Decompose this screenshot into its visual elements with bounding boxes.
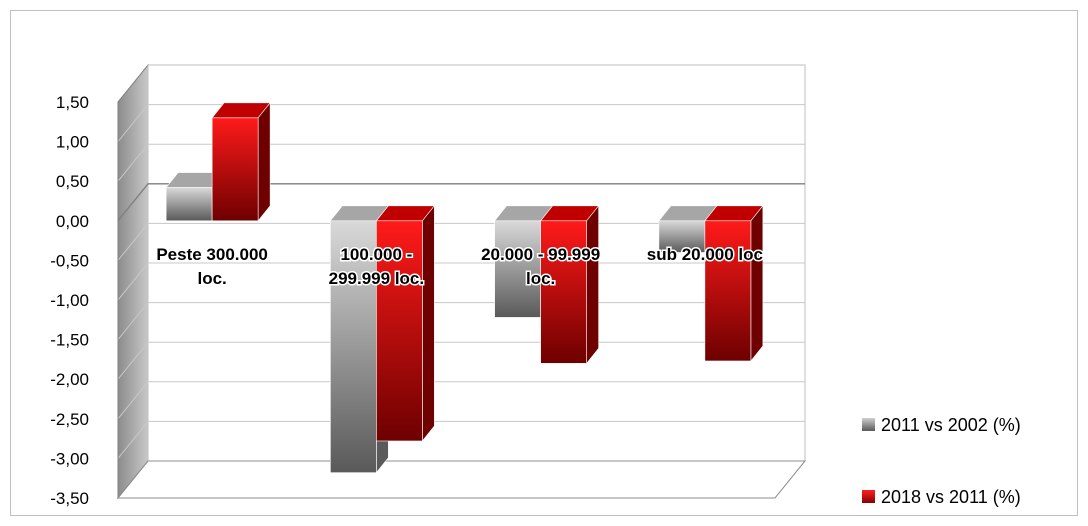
bar (375, 204, 435, 442)
bar-front (540, 220, 587, 364)
bar-side (422, 204, 435, 442)
category-label: 299.999 loc. (329, 269, 424, 288)
category-label: 20.000 - 99.999 (481, 245, 600, 264)
category-label: Peste 300.000 (156, 245, 268, 264)
bar-side (750, 204, 764, 362)
y-tick-label: 1,00 (56, 133, 89, 152)
bar (704, 204, 764, 362)
y-tick-label: 0,00 (56, 212, 89, 231)
y-tick-label: -0,50 (50, 251, 89, 270)
category-label: 100.000 - (340, 245, 412, 264)
bar-front (494, 220, 541, 318)
category-label: loc. (526, 269, 555, 288)
legend-label: 2018 vs 2011 (%) (881, 487, 1021, 507)
bar (211, 101, 271, 222)
legend-swatch (862, 418, 875, 431)
bar-front (658, 220, 706, 253)
y-tick-label: -2,50 (50, 410, 89, 429)
category-label: sub 20.000 loc (647, 245, 763, 264)
gridline (117, 143, 805, 182)
legend-label: 2011 vs 2002 (%) (881, 415, 1021, 435)
gridline (117, 104, 805, 142)
y-tick-label: -3,50 (50, 489, 89, 508)
y-tick-label: 0,50 (56, 172, 89, 191)
y-tick-label: -3,00 (50, 449, 89, 468)
legend-swatch (862, 490, 875, 503)
y-tick-label: -1,00 (50, 291, 89, 310)
y-tick-label: -1,50 (50, 331, 89, 350)
category-labels: Peste 300.000 loc. 100.000 - 299.999 loc. 20… (155, 244, 765, 290)
bar-front (376, 220, 423, 442)
bar-side (257, 101, 271, 222)
gridline (117, 420, 805, 459)
bar-front (165, 187, 213, 222)
y-axis: 1,50 1,00 0,50 0,00 -0,50 -1,00 -1,50 -2,00 -2,5… (50, 93, 119, 508)
category-label: loc. (197, 269, 226, 288)
bar (540, 204, 600, 365)
bars (165, 101, 764, 474)
bar-front (211, 117, 259, 222)
floor (116, 460, 807, 499)
bar-front (704, 220, 752, 362)
y-tick-label: 1,50 (56, 93, 89, 112)
gridline (117, 381, 805, 420)
y-tick-label: -2,00 (50, 370, 89, 389)
legend: 2011 vs 2002 (%) 2018 vs 2011 (%) (862, 415, 1021, 507)
gridline (117, 183, 805, 222)
bar-side (586, 204, 599, 365)
